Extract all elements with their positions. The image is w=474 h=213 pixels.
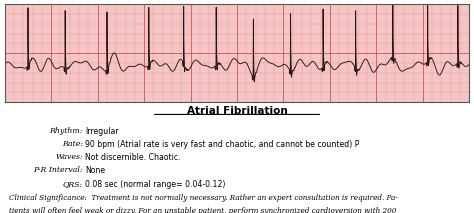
Text: Rate:: Rate: <box>62 140 83 148</box>
Text: Not discernible. Chaotic.: Not discernible. Chaotic. <box>85 153 181 162</box>
Text: Rhythm:: Rhythm: <box>50 127 83 135</box>
Text: 0.08 sec (normal range= 0.04-0.12): 0.08 sec (normal range= 0.04-0.12) <box>85 180 226 189</box>
Text: Waves:: Waves: <box>55 153 83 161</box>
Text: Atrial Fibrillation: Atrial Fibrillation <box>187 106 287 116</box>
Text: QRS:: QRS: <box>63 180 83 188</box>
Text: Clinical Significance:  Treatment is not normally necessary. Rather an expert co: Clinical Significance: Treatment is not … <box>9 194 398 202</box>
Text: P-R Interval:: P-R Interval: <box>34 167 83 174</box>
Text: Irregular: Irregular <box>85 127 119 136</box>
Text: None: None <box>85 167 105 176</box>
Text: tients will often feel weak or dizzy. For an unstable patient, perform synchroni: tients will often feel weak or dizzy. Fo… <box>9 207 397 213</box>
Text: 90 bpm (Atrial rate is very fast and chaotic, and cannot be counted) P: 90 bpm (Atrial rate is very fast and cha… <box>85 140 360 149</box>
